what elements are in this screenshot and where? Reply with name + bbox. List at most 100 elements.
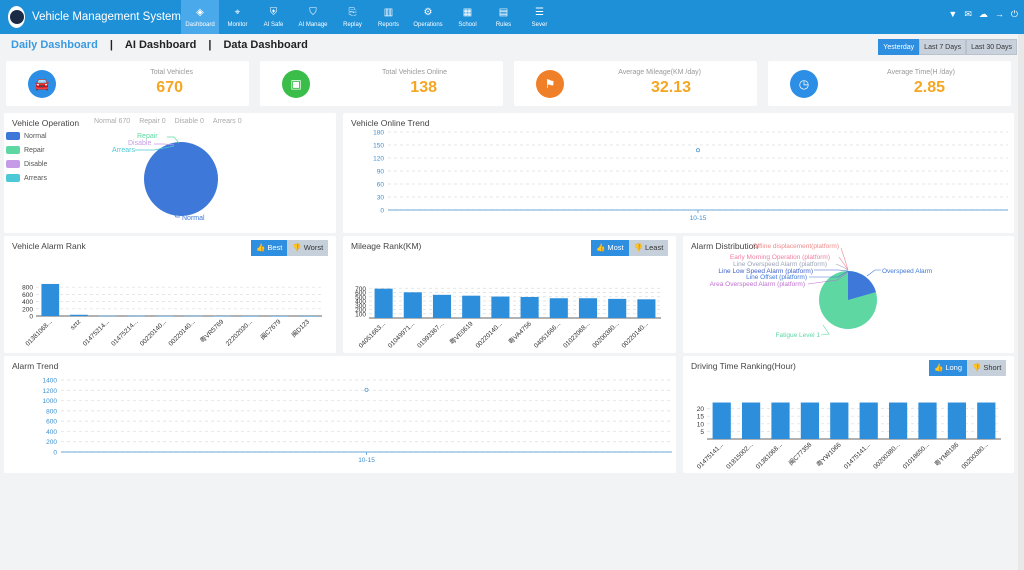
nav-sever[interactable]: ☰ Sever — [531, 6, 548, 28]
bar — [491, 296, 510, 318]
y-tick-label: 20 — [697, 406, 705, 413]
long-button[interactable]: 👍 Long — [929, 360, 968, 376]
x-tick-label: 01022068... — [562, 320, 591, 349]
nav-monitor[interactable]: ⌖ Monitor — [227, 6, 248, 28]
x-tick-label: 粤VA4756 — [506, 319, 533, 346]
x-tick-label: 10-15 — [358, 457, 375, 464]
nav-dashboard[interactable]: ◈ Dashboard — [181, 0, 219, 34]
short-button[interactable]: 👎 Short — [967, 360, 1007, 376]
panel-title: Vehicle Operation — [12, 118, 80, 128]
least-button[interactable]: 👎 Least — [628, 240, 669, 256]
x-tick-label: 01475214... — [110, 318, 139, 347]
nav-reports[interactable]: ▥ Reports — [377, 6, 399, 28]
x-tick-label: 01815002... — [725, 441, 754, 470]
bar — [403, 292, 422, 318]
slice-label: Disable — [128, 140, 151, 147]
slice-label: Fatigue Level 1 — [776, 332, 821, 339]
y-tick-label: 0 — [53, 450, 57, 457]
scrollbar[interactable] — [1018, 34, 1024, 570]
x-tick-label: 04051666... — [533, 320, 562, 349]
y-tick-label: 10 — [697, 421, 705, 428]
bar — [184, 315, 203, 317]
bar — [947, 402, 967, 439]
most-button[interactable]: 👍 Most — [591, 240, 629, 256]
x-tick-label: 闽D123 — [290, 317, 312, 339]
online-trend-panel: Vehicle Online Trend 0 30 60 90 120 150 180 10-… — [343, 113, 1014, 233]
thumbs-up-icon: 👍 — [934, 363, 944, 372]
tab-daily-dashboard[interactable]: Daily Dashboard — [11, 39, 98, 51]
cloud-icon[interactable]: ☁ — [978, 9, 988, 19]
x-tick-label: 闽C7679 — [259, 317, 283, 341]
y-tick-label: 200 — [355, 307, 366, 314]
dashboard-icon: ◈ — [196, 6, 204, 18]
nav-operations[interactable]: ⚙ Operations — [413, 6, 443, 28]
x-tick-label: sztz — [69, 318, 82, 331]
x-tick-label: 00200380... — [591, 320, 620, 349]
best-button[interactable]: 👍 Best — [251, 240, 288, 256]
y-tick-label: 600 — [22, 292, 33, 299]
pie-slice-normal[interactable] — [144, 142, 218, 216]
slice-label: Arrears — [112, 147, 135, 154]
ai-manage-icon: ⛉ — [309, 6, 317, 18]
bar — [462, 295, 481, 318]
mail-icon[interactable]: ✉ — [964, 9, 972, 19]
thumbs-up-icon: 👍 — [596, 243, 606, 252]
logout-icon[interactable]: ⏻ — [1010, 9, 1018, 19]
nav-ai-safe[interactable]: ⛨ AI Safe — [263, 6, 284, 28]
x-tick-label: 01381068... — [755, 441, 784, 470]
bar — [608, 298, 627, 318]
sever-icon: ☰ — [535, 6, 544, 18]
worst-button[interactable]: 👎 Worst — [287, 240, 329, 256]
x-tick-label: 01381068... — [24, 318, 53, 347]
nav-ai-manage[interactable]: ⛉ AI Manage — [298, 6, 328, 28]
y-tick-label: 500 — [355, 294, 366, 301]
x-tick-label: 01049971... — [387, 320, 416, 349]
monitor-icon: ⌖ — [234, 6, 241, 18]
flag-icon: ⚑ — [536, 70, 564, 98]
nav-replay[interactable]: ⎘ Replay — [343, 6, 362, 28]
car-icon: 🚘 — [28, 70, 56, 98]
tab-data-dashboard[interactable]: Data Dashboard — [223, 39, 308, 51]
y-tick-label: 300 — [355, 303, 366, 310]
alarm-distribution-pie: Offline displacement(platform) Early Mor… — [710, 243, 933, 339]
range-yesterday[interactable]: Yesterday — [878, 39, 920, 55]
y-tick-label: 200 — [46, 439, 57, 446]
range-last-7-days[interactable]: Last 7 Days — [919, 39, 967, 55]
nav-rules[interactable]: ▤ Rules — [495, 6, 512, 28]
slice-label: Line Overspeed Alarm (platform) — [733, 261, 827, 268]
nav-school[interactable]: ▦ School — [458, 6, 477, 28]
panel-title: Vehicle Alarm Rank — [12, 241, 86, 251]
pie-slice-overspeed[interactable] — [848, 270, 876, 300]
tab-ai-dashboard[interactable]: AI Dashboard — [124, 39, 197, 51]
x-tick-label: 00220140... — [139, 318, 168, 347]
x-tick-label: 粤VE0619 — [447, 319, 475, 347]
panel-title: Driving Time Ranking(Hour) — [691, 361, 796, 371]
panel-title: Mileage Rank(KM) — [351, 241, 422, 251]
stat-card-total-vehicles: 🚘 Total Vehicles 670 — [6, 61, 249, 106]
range-last-30-days[interactable]: Last 30 Days — [966, 39, 1017, 55]
bar — [637, 299, 656, 318]
ai-safe-icon: ⛨ — [269, 6, 278, 18]
legend-item[interactable]: Arrears — [6, 171, 47, 185]
x-tick-label: 00200380... — [872, 441, 901, 470]
legend-item[interactable]: Normal — [6, 129, 47, 143]
y-tick-label: 600 — [46, 419, 57, 426]
arrow-icon[interactable]: → — [994, 9, 1004, 19]
legend-item[interactable]: Repair — [6, 143, 47, 157]
bar — [241, 315, 260, 317]
calendar-icon: ▣ — [282, 70, 310, 98]
stat-value: 32.13 — [650, 79, 691, 96]
x-tick-label: 00200380... — [960, 441, 989, 470]
bar — [270, 315, 288, 317]
bar — [859, 402, 878, 439]
legend-item[interactable]: Disable — [6, 157, 47, 171]
y-tick-label: 180 — [373, 130, 384, 137]
alarm-trend-chart: 0 200 400 600 800 1000 1200 1400 10-15 — [43, 378, 672, 464]
slice-label: Overspeed Alarm — [882, 268, 932, 275]
x-tick-label: 04051663... — [358, 320, 387, 349]
y-tick-label: 90 — [377, 169, 385, 176]
shirt-icon[interactable]: ▼ — [948, 9, 958, 19]
panel-title: Vehicle Online Trend — [351, 118, 430, 128]
slice-label: Early Morning Operation (platform) — [730, 254, 830, 261]
